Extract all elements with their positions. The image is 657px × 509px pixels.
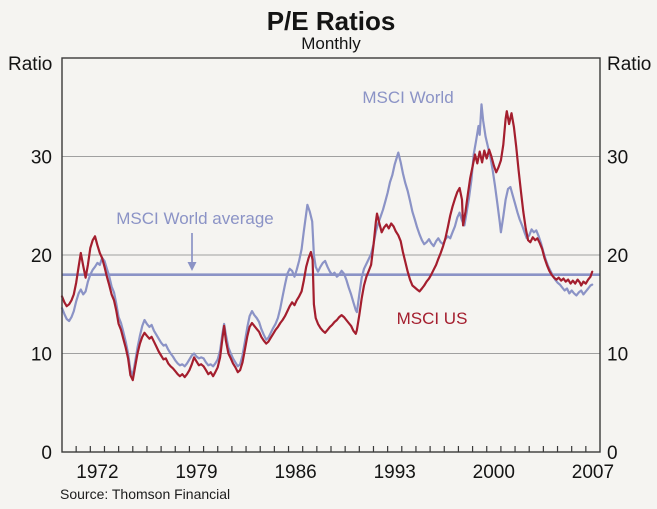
average-pointer-arrowhead [187,262,197,271]
y-tick-label-left-30: 30 [31,148,52,169]
chart-subtitle: Monthly [301,34,361,53]
x-tick-label-1993: 1993 [374,462,416,483]
series-line-msci-us [60,110,594,382]
left-axis-title: Ratio [8,54,53,75]
y-tick-label-right-20: 20 [607,246,628,267]
x-tick-label-1972: 1972 [76,462,118,483]
right-axis-title: Ratio [607,54,652,75]
x-tick-label-2000: 2000 [473,462,515,483]
y-tick-label-left-10: 10 [31,345,52,366]
x-tick-label-2007: 2007 [572,462,614,483]
y-tick-label-left-0: 0 [41,443,52,464]
y-tick-label-right-10: 10 [607,345,628,366]
msci-us-series-label: MSCI US [396,309,468,328]
series-line-msci-world [60,103,594,377]
msci-world-average-label: MSCI World average [116,209,274,228]
y-tick-label-right-30: 30 [607,148,628,169]
y-tick-label-right-0: 0 [607,443,618,464]
y-tick-label-left-20: 20 [31,246,52,267]
source-note: Source: Thomson Financial [60,486,231,502]
msci-world-series-label: MSCI World [362,88,454,107]
plot-frame [61,57,601,453]
x-tick-label-1979: 1979 [175,462,217,483]
x-tick-label-1986: 1986 [274,462,316,483]
chart-title: P/E Ratios [266,6,396,36]
